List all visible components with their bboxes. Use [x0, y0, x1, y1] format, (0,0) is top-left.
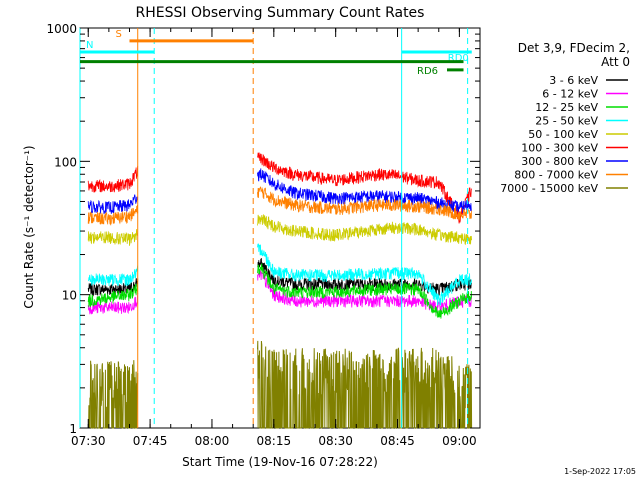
legend-header-line-1: Det 3,9, FDecim 2, — [518, 41, 630, 55]
flag-label-3: RD0 — [448, 53, 469, 64]
x-tick-label-3: 08:00 — [195, 434, 230, 448]
legend-label-9: 7000 - 15000 keV — [500, 182, 598, 195]
legend-label-8: 800 - 7000 keV — [514, 169, 598, 182]
y-tick-label-2: 10 — [62, 289, 77, 303]
x-tick-label-5: 08:30 — [318, 434, 353, 448]
series-line-6 — [87, 152, 472, 224]
x-tick-label-2: 07:45 — [133, 434, 168, 448]
series-trace-1 — [87, 258, 472, 298]
series-trace-6 — [87, 152, 472, 224]
series-line-4 — [88, 243, 472, 306]
y-tick-label-1: 1 — [69, 422, 77, 436]
legend-label-3: 12 - 25 keV — [535, 101, 598, 114]
x-tick-label-1: 07:30 — [71, 434, 106, 448]
flag-label-2: N — [86, 40, 93, 51]
series-line-8 — [87, 186, 472, 226]
legend-header-line-2: Att 0 — [601, 55, 630, 69]
legend-label-1: 3 - 6 keV — [549, 74, 598, 87]
flag-label-5: RD6 — [417, 66, 438, 77]
series-line-1 — [87, 258, 472, 298]
legend-label-2: 6 - 12 keV — [542, 88, 598, 101]
series-trace-9 — [88, 340, 473, 429]
x-tick-label-6: 08:45 — [380, 434, 415, 448]
footer-timestamp: 1-Sep-2022 17:05 — [564, 467, 636, 476]
legend-label-6: 100 - 300 keV — [521, 142, 598, 155]
series-line-5 — [87, 214, 472, 246]
series-line-3 — [87, 263, 472, 319]
legend-label-7: 300 - 800 keV — [521, 155, 598, 168]
series-trace-4 — [88, 243, 472, 306]
flag-label-1: S — [115, 29, 121, 40]
x-tick-label-7: 09:00 — [442, 434, 477, 448]
y-axis-label: Count Rate (s⁻¹ detector⁻¹) — [22, 145, 36, 308]
x-axis-label: Start Time (19-Nov-16 07:28:22) — [182, 455, 378, 469]
legend-label-5: 50 - 100 keV — [528, 128, 598, 141]
y-tick-label-3: 100 — [54, 155, 77, 169]
series-trace-5 — [87, 214, 472, 246]
y-tick-label-4: 1000 — [46, 22, 77, 36]
series-trace-8 — [87, 186, 472, 226]
legend-label-4: 25 - 50 keV — [535, 115, 598, 128]
x-tick-label-4: 08:15 — [257, 434, 292, 448]
series-line-9 — [88, 340, 473, 429]
chart-title: RHESSI Observing Summary Count Rates — [136, 5, 425, 21]
series-trace-3 — [87, 263, 472, 319]
